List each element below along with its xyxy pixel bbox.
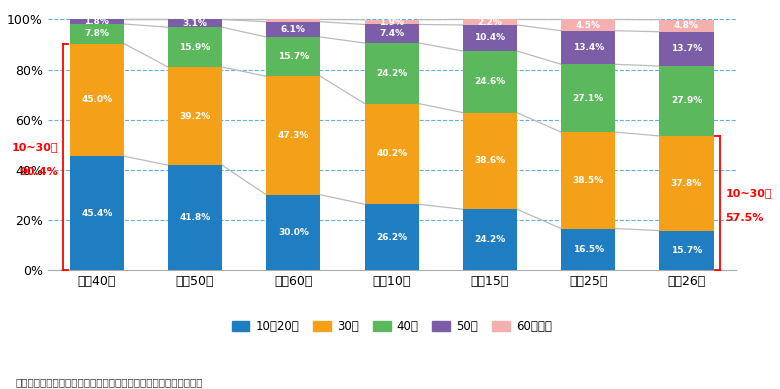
Bar — [168, 67, 222, 165]
Text: 4.5%: 4.5% — [576, 21, 601, 30]
Text: 15.7%: 15.7% — [278, 52, 309, 61]
Bar — [266, 195, 321, 270]
Bar — [659, 32, 714, 66]
Text: 16.5%: 16.5% — [573, 245, 604, 254]
Text: 45.4%: 45.4% — [81, 209, 112, 217]
Bar — [561, 64, 615, 132]
Text: 7.8%: 7.8% — [84, 29, 109, 38]
Bar — [463, 209, 517, 270]
Bar — [463, 51, 517, 113]
Text: 6.1%: 6.1% — [281, 25, 306, 34]
Bar — [659, 231, 714, 270]
Text: 26.2%: 26.2% — [376, 233, 407, 242]
Text: 10.4%: 10.4% — [474, 33, 505, 42]
Bar — [69, 156, 124, 270]
Bar — [561, 229, 615, 270]
Text: 13.7%: 13.7% — [671, 44, 702, 53]
Text: 15.7%: 15.7% — [671, 246, 702, 255]
Bar — [659, 136, 714, 231]
Text: 24.2%: 24.2% — [474, 235, 505, 244]
Bar — [69, 24, 124, 44]
Text: 7.4%: 7.4% — [379, 29, 404, 38]
Bar — [364, 20, 419, 25]
Bar — [463, 19, 517, 25]
Bar — [561, 19, 615, 31]
Bar — [463, 113, 517, 209]
Bar — [364, 103, 419, 204]
Text: 45.0%: 45.0% — [81, 95, 112, 104]
Text: 出典：消防庁「消防防災・震災対策現況調査」をもとに内閣府作成: 出典：消防庁「消防防災・震災対策現況調査」をもとに内閣府作成 — [16, 377, 203, 387]
Legend: 10～20代, 30代, 40代, 50代, 60代以上: 10～20代, 30代, 40代, 50代, 60代以上 — [227, 315, 556, 338]
Text: 41.8%: 41.8% — [179, 213, 211, 222]
Text: 57.5%: 57.5% — [725, 213, 764, 223]
Text: 15.9%: 15.9% — [179, 43, 211, 52]
Bar — [659, 66, 714, 136]
Bar — [266, 19, 321, 22]
Bar — [561, 132, 615, 229]
Bar — [168, 19, 222, 27]
Text: 4.8%: 4.8% — [674, 21, 699, 30]
Text: 90.4%: 90.4% — [20, 167, 58, 177]
Text: 24.2%: 24.2% — [376, 69, 407, 78]
Text: 39.2%: 39.2% — [179, 112, 211, 121]
Bar — [266, 76, 321, 195]
Text: 27.1%: 27.1% — [573, 94, 604, 103]
Bar — [168, 27, 222, 67]
Bar — [69, 44, 124, 156]
Bar — [266, 22, 321, 37]
Bar — [364, 43, 419, 103]
Text: 1.9%: 1.9% — [379, 18, 404, 26]
Text: 13.4%: 13.4% — [573, 43, 604, 52]
Text: 10~30代: 10~30代 — [725, 188, 771, 198]
Text: 1.8%: 1.8% — [84, 17, 109, 26]
Text: 37.8%: 37.8% — [671, 179, 702, 188]
Text: 3.1%: 3.1% — [183, 19, 207, 28]
Bar — [659, 20, 714, 32]
Bar — [266, 37, 321, 76]
Text: 10~30代: 10~30代 — [12, 142, 58, 152]
Text: 27.9%: 27.9% — [671, 96, 702, 105]
Bar — [364, 204, 419, 270]
Text: 2.2%: 2.2% — [477, 18, 502, 27]
Text: 38.5%: 38.5% — [573, 176, 604, 185]
Text: 30.0%: 30.0% — [278, 228, 309, 237]
Bar — [69, 19, 124, 24]
Bar — [561, 31, 615, 64]
Bar — [364, 25, 419, 43]
Text: 47.3%: 47.3% — [278, 131, 309, 140]
Bar — [168, 165, 222, 270]
Text: 38.6%: 38.6% — [474, 156, 505, 165]
Bar — [463, 25, 517, 51]
Text: 40.2%: 40.2% — [376, 149, 407, 158]
Text: 24.6%: 24.6% — [474, 77, 505, 86]
